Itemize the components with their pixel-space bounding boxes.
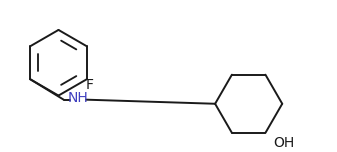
Text: NH: NH [67,91,88,105]
Text: OH: OH [273,136,294,150]
Text: F: F [86,78,94,92]
